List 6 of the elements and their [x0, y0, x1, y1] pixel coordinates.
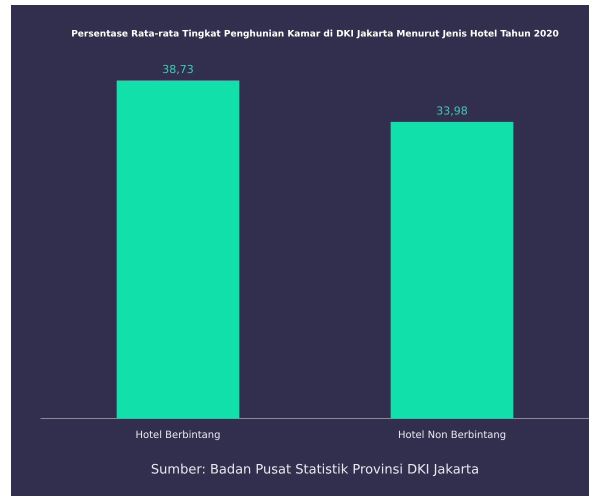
- chart-title: Persentase Rata-rata Tingkat Penghunian Kamar di DKI Jakarta Menurut Jenis Hotel Tahun 2020: [71, 30, 559, 40]
- x-tick-label: Hotel Berbintang: [136, 430, 220, 441]
- x-tick-label: Hotel Non Berbintang: [398, 430, 506, 441]
- text: Sumber: Badan Pusat Statistik Provinsi DKI Jakarta: [150, 462, 480, 478]
- data-label: 33,98: [436, 104, 468, 118]
- data-label: 38,73: [162, 63, 194, 76]
